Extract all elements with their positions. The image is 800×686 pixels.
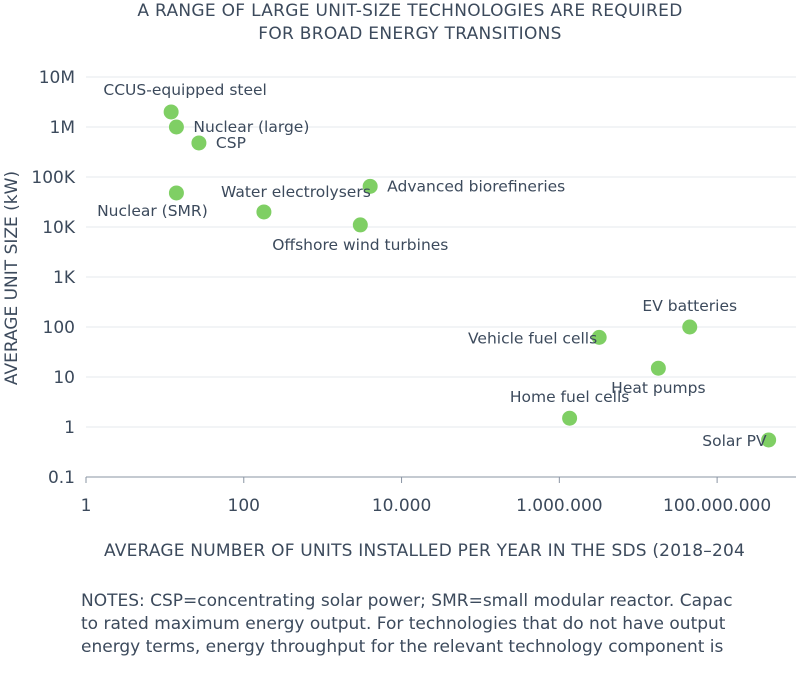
data-point [562,410,578,426]
x-tick-label: 1.000.000 [516,496,603,516]
y-tick-label: 1K [53,268,76,288]
scatter-plot: 10M 1M 100K 10K 1K 100 10 1 0.1 1 100 10.000 1.000.0… [2,68,796,516]
point-label: Solar PV [702,432,767,450]
data-point [650,360,666,376]
point-label: CCUS-equipped steel [103,81,266,99]
tick-labels: 10M 1M 100K 10K 1K 100 10 1 0.1 1 100 10.000 1.000.0… [31,68,771,516]
y-tick-label: 0.1 [48,468,75,488]
y-tick-label: 100K [31,168,75,188]
x-tick-label: 10.000 [372,496,431,516]
point-labels: CCUS-equipped steel Nuclear (large)CSP Nuc… [97,81,767,450]
grid-lines [86,76,796,428]
point-label: CSP [216,134,246,152]
point-label: Home fuel cells [510,388,630,406]
point-label: Offshore wind turbines [272,236,448,254]
x-tick-label: 1 [81,496,92,516]
data-point [168,185,184,201]
data-point [362,178,378,194]
x-tick-label: 100 [228,496,260,516]
notes: NOTES: CSP=concentrating solar power; SM… [81,590,800,659]
y-axis-label: AVERAGE UNIT SIZE (kW) [2,171,22,385]
point-label: Water electrolysers [221,183,371,201]
y-tick-label: 10 [53,368,75,388]
data-points [163,104,777,448]
point-label: Advanced biorefineries [387,177,565,195]
y-tick-label: 10K [42,218,76,238]
point-label: Nuclear (large) [193,118,309,136]
axes [85,476,796,483]
x-tick-label: 100.000.000 [663,496,771,516]
data-point [352,217,368,233]
y-tick-label: 1M [50,118,75,138]
data-point [761,432,777,448]
data-point [163,104,179,120]
point-label: Vehicle fuel cells [468,329,597,347]
point-label: Heat pumps [611,379,705,397]
chart-title-line-2: FOR BROAD ENERGY TRANSITIONS [258,24,562,44]
y-tick-label: 1 [64,418,75,438]
notes-line-1: NOTES: CSP=concentrating solar power; SM… [81,591,733,611]
notes-line-2: to rated maximum energy output. For tech… [81,614,726,634]
data-point [256,204,272,220]
data-point [682,319,698,335]
notes-line-3: energy terms, energy throughput for the … [81,637,724,657]
data-point [191,135,207,151]
data-point [591,329,607,345]
data-point [168,119,184,135]
x-axis-label: AVERAGE NUMBER OF UNITS INSTALLED PER YE… [104,541,745,561]
y-tick-label: 10M [39,68,75,88]
point-label: Nuclear (SMR) [97,202,208,220]
point-label: EV batteries [642,297,737,315]
chart-title: A RANGE OF LARGE UNIT-SIZE TECHNOLOGIES … [60,0,760,46]
chart-title-line-1: A RANGE OF LARGE UNIT-SIZE TECHNOLOGIES … [137,1,683,21]
y-tick-label: 100 [43,318,75,338]
